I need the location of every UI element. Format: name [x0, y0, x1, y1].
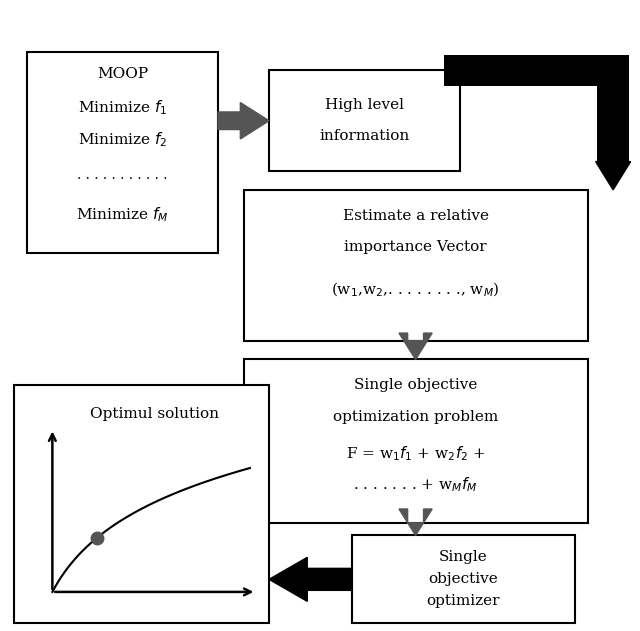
Text: optimization problem: optimization problem: [333, 410, 498, 424]
FancyBboxPatch shape: [14, 385, 269, 623]
Text: Single objective: Single objective: [354, 379, 477, 392]
Polygon shape: [269, 557, 352, 601]
FancyBboxPatch shape: [597, 55, 629, 165]
Text: Minimize $f_2$: Minimize $f_2$: [77, 130, 167, 149]
Text: information: information: [319, 129, 410, 143]
Text: (w$_1$,w$_2$,. . . . . . . ., w$_M$): (w$_1$,w$_2$,. . . . . . . ., w$_M$): [332, 281, 500, 299]
Text: F = w$_1$$f_1$ + w$_2$$f_2$ +: F = w$_1$$f_1$ + w$_2$$f_2$ +: [346, 444, 485, 463]
Polygon shape: [399, 509, 432, 535]
FancyBboxPatch shape: [27, 52, 218, 252]
Polygon shape: [596, 162, 630, 190]
Text: Minimize $f_1$: Minimize $f_1$: [77, 99, 167, 117]
FancyBboxPatch shape: [244, 360, 588, 523]
Polygon shape: [218, 102, 269, 139]
Text: . . . . . . . . . . .: . . . . . . . . . . .: [77, 168, 168, 182]
Text: objective: objective: [429, 572, 499, 586]
Text: Optimul solution: Optimul solution: [90, 406, 219, 421]
Text: Minimize $f_M$: Minimize $f_M$: [76, 206, 169, 224]
Text: High level: High level: [325, 98, 404, 112]
Text: Single: Single: [439, 550, 488, 564]
FancyBboxPatch shape: [352, 535, 575, 623]
FancyBboxPatch shape: [244, 190, 588, 341]
FancyBboxPatch shape: [269, 71, 460, 171]
Polygon shape: [399, 333, 432, 360]
Text: . . . . . . . + w$_M$$f_M$: . . . . . . . + w$_M$$f_M$: [353, 476, 478, 495]
Text: MOOP: MOOP: [97, 68, 148, 81]
Text: importance Vector: importance Vector: [344, 240, 487, 254]
FancyBboxPatch shape: [444, 55, 629, 86]
Text: optimizer: optimizer: [427, 594, 500, 608]
Text: Estimate a relative: Estimate a relative: [342, 209, 488, 223]
